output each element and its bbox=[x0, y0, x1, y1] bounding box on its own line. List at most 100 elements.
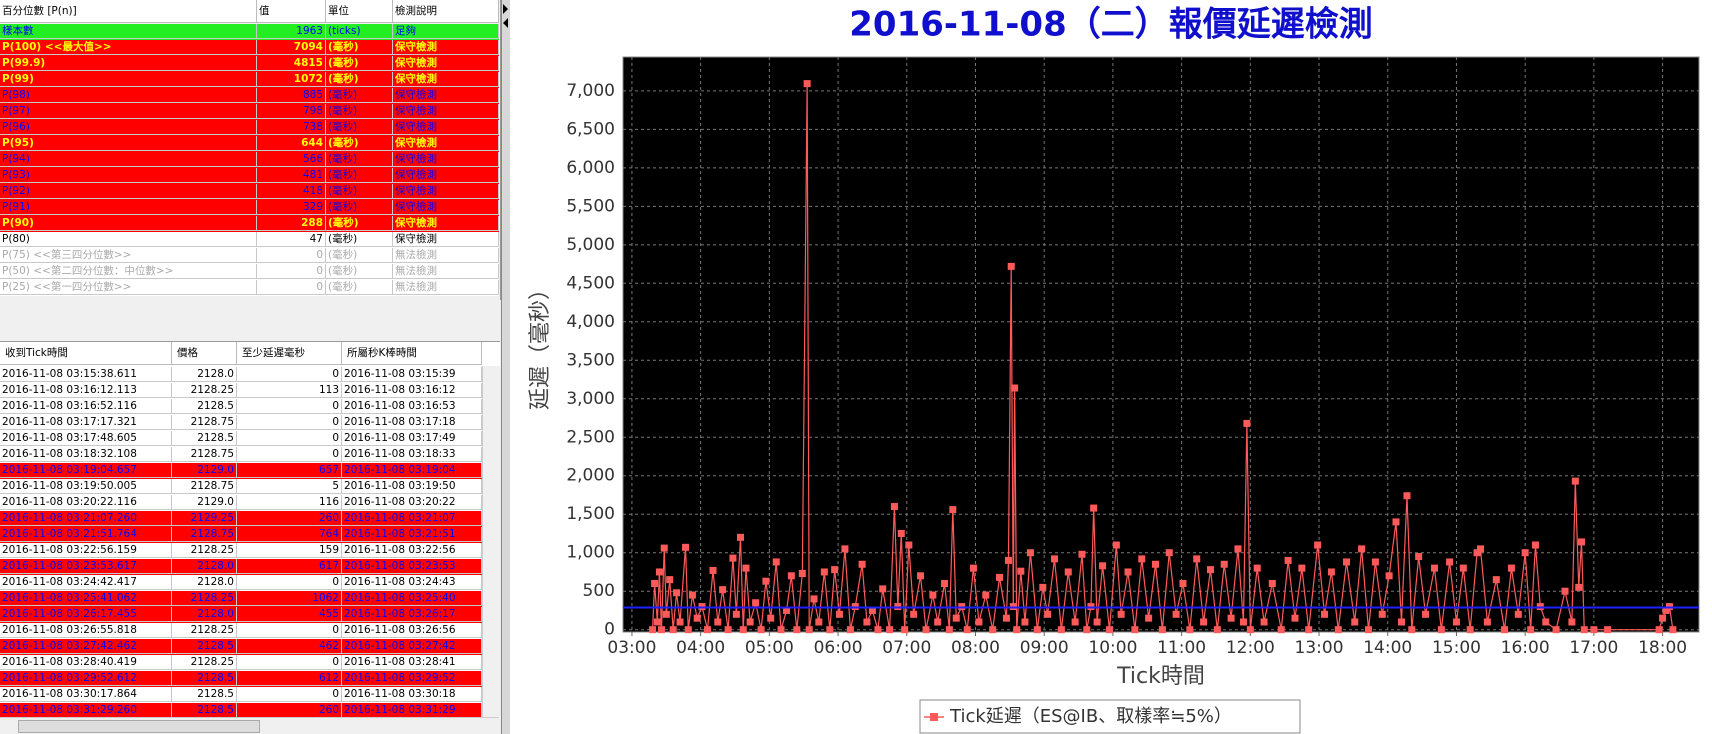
data-point bbox=[1090, 504, 1098, 512]
data-point bbox=[1305, 626, 1313, 634]
data-point bbox=[963, 626, 971, 634]
table-cell: 455 bbox=[237, 607, 342, 622]
data-point bbox=[787, 572, 795, 580]
y-axis-label: 延遲（毫秒） bbox=[528, 278, 553, 410]
data-point bbox=[1007, 262, 1015, 270]
data-point bbox=[1662, 606, 1670, 614]
table-cell: 2128.0 bbox=[172, 607, 237, 622]
data-point bbox=[1568, 618, 1576, 626]
data-point bbox=[767, 614, 775, 622]
table-cell: 2016-11-08 03:17:49 bbox=[342, 431, 482, 446]
data-point bbox=[1277, 626, 1285, 634]
data-point bbox=[1378, 610, 1386, 618]
table-cell: 0 bbox=[237, 367, 342, 382]
data-point bbox=[874, 626, 882, 634]
table-cell: 2128.75 bbox=[172, 527, 237, 542]
data-point bbox=[1064, 568, 1072, 576]
data-point bbox=[1437, 626, 1445, 634]
table-cell: 2016-11-08 03:28:40.419 bbox=[0, 655, 172, 670]
table-row: 2016-11-08 03:21:51.764 2128.75 764 2016-11… bbox=[0, 527, 482, 543]
data-point bbox=[653, 618, 661, 626]
data-point bbox=[676, 618, 684, 626]
x-tick-label: 04:00 bbox=[676, 638, 725, 658]
table-row: P(90) 288 (毫秒) 保守檢測 bbox=[0, 216, 499, 232]
table-cell: P(95) bbox=[0, 136, 257, 151]
table-row: P(99.9) 4815 (毫秒) 保守檢測 bbox=[0, 56, 499, 72]
table-cell: 2128.0 bbox=[172, 559, 237, 574]
table-cell: 2128.25 bbox=[172, 655, 237, 670]
data-point bbox=[897, 529, 905, 537]
table-cell: P(92) bbox=[0, 184, 257, 199]
table-cell: (毫秒) bbox=[326, 232, 393, 247]
table-row: P(97) 798 (毫秒) 保守檢測 bbox=[0, 104, 499, 120]
table-cell: 2128.75 bbox=[172, 447, 237, 462]
table-cell: 7094 bbox=[257, 40, 326, 55]
table-cell: (毫秒) bbox=[326, 104, 393, 119]
data-point bbox=[1408, 626, 1416, 634]
table-cell: 保守檢測 bbox=[393, 232, 499, 247]
data-point bbox=[1026, 549, 1034, 557]
table-cell: P(50) <<第二四分位數：中位數>> bbox=[0, 264, 257, 279]
data-point bbox=[657, 626, 665, 634]
horizontal-scrollbar[interactable] bbox=[0, 717, 499, 734]
x-tick-label: 06:00 bbox=[814, 638, 863, 658]
table-cell: 保守檢測 bbox=[393, 120, 499, 135]
table-cell: P(98) bbox=[0, 88, 257, 103]
table-cell: 0 bbox=[237, 575, 342, 590]
table-cell: 2128.5 bbox=[172, 671, 237, 686]
scroll-thumb[interactable] bbox=[18, 720, 260, 733]
table-cell: 保守檢測 bbox=[393, 56, 499, 71]
data-point bbox=[1002, 614, 1010, 622]
data-point bbox=[890, 503, 898, 511]
table-row: P(94) 566 (毫秒) 保守檢測 bbox=[0, 152, 499, 168]
data-point bbox=[1021, 618, 1029, 626]
table-cell: 4815 bbox=[257, 56, 326, 71]
table-row: 2016-11-08 03:27:42.462 2128.5 462 2016-11-… bbox=[0, 639, 482, 655]
data-point bbox=[1213, 626, 1221, 634]
data-point bbox=[1227, 614, 1235, 622]
data-point bbox=[719, 586, 727, 594]
data-point bbox=[1253, 564, 1261, 572]
table-cell: (毫秒) bbox=[326, 152, 393, 167]
y-tick-label: 1,000 bbox=[566, 543, 615, 563]
table-cell: 0 bbox=[237, 655, 342, 670]
table-cell: 2016-11-08 03:21:07.260 bbox=[0, 511, 172, 526]
data-point bbox=[982, 591, 990, 599]
table-cell: 288 bbox=[257, 216, 326, 231]
data-point bbox=[820, 568, 828, 576]
vertical-scrollbar[interactable] bbox=[482, 366, 500, 717]
data-point bbox=[996, 573, 1004, 581]
y-tick-label: 2,000 bbox=[566, 466, 615, 486]
table-cell: 保守檢測 bbox=[393, 40, 499, 55]
data-point bbox=[757, 626, 765, 634]
table-cell: 2128.5 bbox=[172, 639, 237, 654]
data-point bbox=[649, 626, 657, 634]
table-cell: 2016-11-08 03:15:38.611 bbox=[0, 367, 172, 382]
data-point bbox=[846, 626, 854, 634]
table-row: 2016-11-08 03:19:50.005 2128.75 5 2016-11-0… bbox=[0, 479, 482, 495]
table-cell: 2016-11-08 03:19:04.657 bbox=[0, 463, 172, 478]
table-cell: (ticks) bbox=[326, 24, 393, 39]
data-point bbox=[1659, 614, 1667, 622]
table-cell: (毫秒) bbox=[326, 136, 393, 151]
data-point bbox=[1334, 626, 1342, 634]
data-point bbox=[1343, 558, 1351, 566]
data-point bbox=[736, 533, 744, 541]
data-point bbox=[841, 545, 849, 553]
table-cell: 1062 bbox=[237, 591, 342, 606]
data-point bbox=[783, 606, 791, 614]
data-point bbox=[1112, 541, 1120, 549]
table-cell: 保守檢測 bbox=[393, 168, 499, 183]
table-cell: 2016-11-08 03:20:22.116 bbox=[0, 495, 172, 510]
table-cell: 2016-11-08 03:30:18 bbox=[342, 687, 482, 702]
table-cell: 798 bbox=[257, 104, 326, 119]
data-point bbox=[1298, 564, 1306, 572]
data-point bbox=[1243, 419, 1251, 427]
data-point bbox=[1575, 583, 1583, 591]
table-cell: 2016-11-08 03:26:17.455 bbox=[0, 607, 172, 622]
tick-table: 收到Tick時間 價格 至少延遲毫秒 所屬秒K棒時間 2016-11-08 03:15:… bbox=[0, 341, 500, 718]
table-cell: (毫秒) bbox=[326, 40, 393, 55]
data-point bbox=[905, 541, 913, 549]
table-cell: 2016-11-08 03:19:50.005 bbox=[0, 479, 172, 494]
table-cell: 113 bbox=[237, 383, 342, 398]
